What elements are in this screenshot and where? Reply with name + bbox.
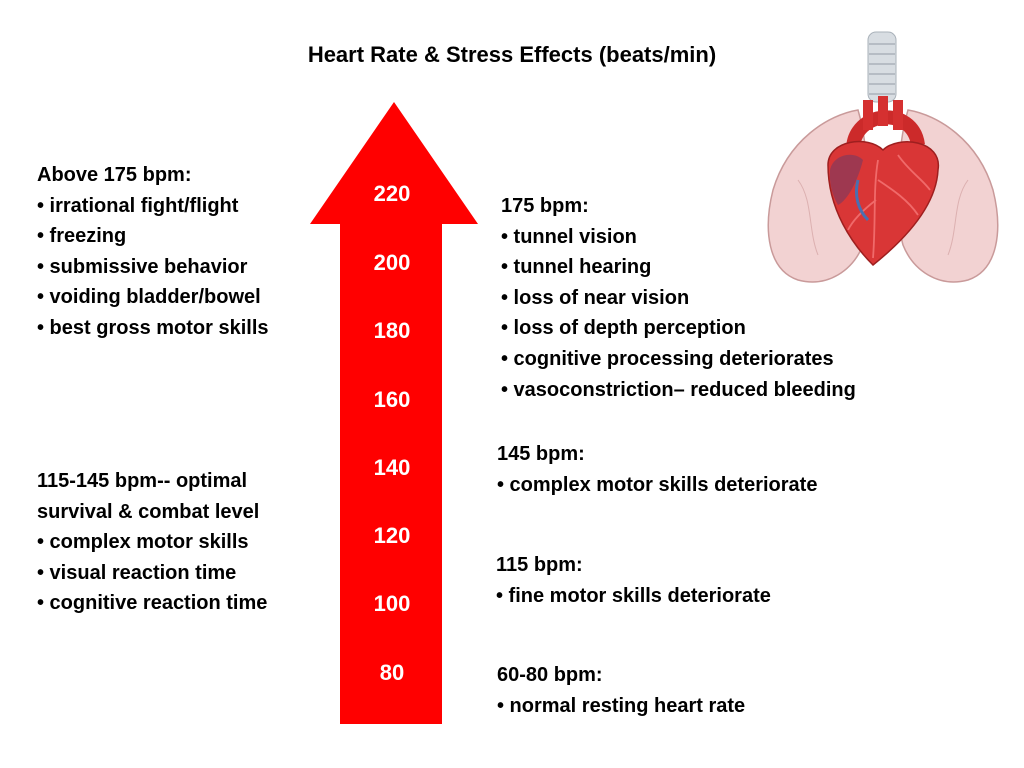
list-item: • complex motor skills xyxy=(37,531,249,554)
block-heading: 175 bpm: xyxy=(501,195,589,217)
scale-label-120: 120 xyxy=(373,523,411,548)
scale-label-160: 160 xyxy=(373,387,411,412)
list-item: • cognitive processing deteriorates xyxy=(501,347,834,370)
list-item: survival & combat level xyxy=(37,500,260,523)
list-item: • voiding bladder/bowel xyxy=(37,286,261,309)
list-item: • vasoconstriction– reduced bleeding xyxy=(501,378,856,401)
heart-lungs-icon xyxy=(767,31,999,283)
block-above-175: Above 175 bpm: • irrational fight/flight… xyxy=(37,160,269,344)
list-item: • complex motor skills deteriorate xyxy=(497,473,818,496)
list-item: • irrational fight/flight xyxy=(37,194,239,217)
list-item: • tunnel vision xyxy=(501,225,637,248)
block-heading: 145 bpm: xyxy=(497,443,585,465)
scale-label-220: 220 xyxy=(373,181,411,206)
list-item: • freezing xyxy=(37,225,127,248)
scale-label-100: 100 xyxy=(373,591,411,616)
block-heading: 60-80 bpm: xyxy=(497,664,603,686)
heart-rate-arrow xyxy=(310,102,478,724)
list-item: • loss of depth perception xyxy=(501,317,746,340)
list-item: • tunnel hearing xyxy=(501,256,652,279)
block-115: 115 bpm: • fine motor skills deteriorate xyxy=(496,550,771,611)
list-item: • cognitive reaction time xyxy=(37,592,268,615)
arrow-shape xyxy=(310,102,478,724)
scale-label-140: 140 xyxy=(373,455,411,480)
page-title: Heart Rate & Stress Effects (beats/min) xyxy=(307,42,717,67)
list-item: • normal resting heart rate xyxy=(497,694,746,717)
block-60-80: 60-80 bpm: • normal resting heart rate xyxy=(497,660,745,721)
block-heading: Above 175 bpm: xyxy=(37,164,192,186)
scale-label-180: 180 xyxy=(373,318,411,343)
list-item: • best gross motor skills xyxy=(37,316,269,339)
block-115-145: 115-145 bpm-- optimal survival & combat … xyxy=(37,466,267,619)
block-175: 175 bpm: • tunnel vision • tunnel hearin… xyxy=(501,191,856,405)
block-heading: 115-145 bpm-- optimal xyxy=(37,470,248,492)
list-item: • visual reaction time xyxy=(37,561,237,584)
list-item: • fine motor skills deteriorate xyxy=(496,584,771,607)
list-item: • submissive behavior xyxy=(37,255,248,278)
block-145: 145 bpm: • complex motor skills deterior… xyxy=(497,439,817,500)
list-item: • loss of near vision xyxy=(501,286,690,309)
scale-label-80: 80 xyxy=(379,660,405,685)
block-heading: 115 bpm: xyxy=(496,554,583,576)
scale-label-200: 200 xyxy=(373,250,411,275)
